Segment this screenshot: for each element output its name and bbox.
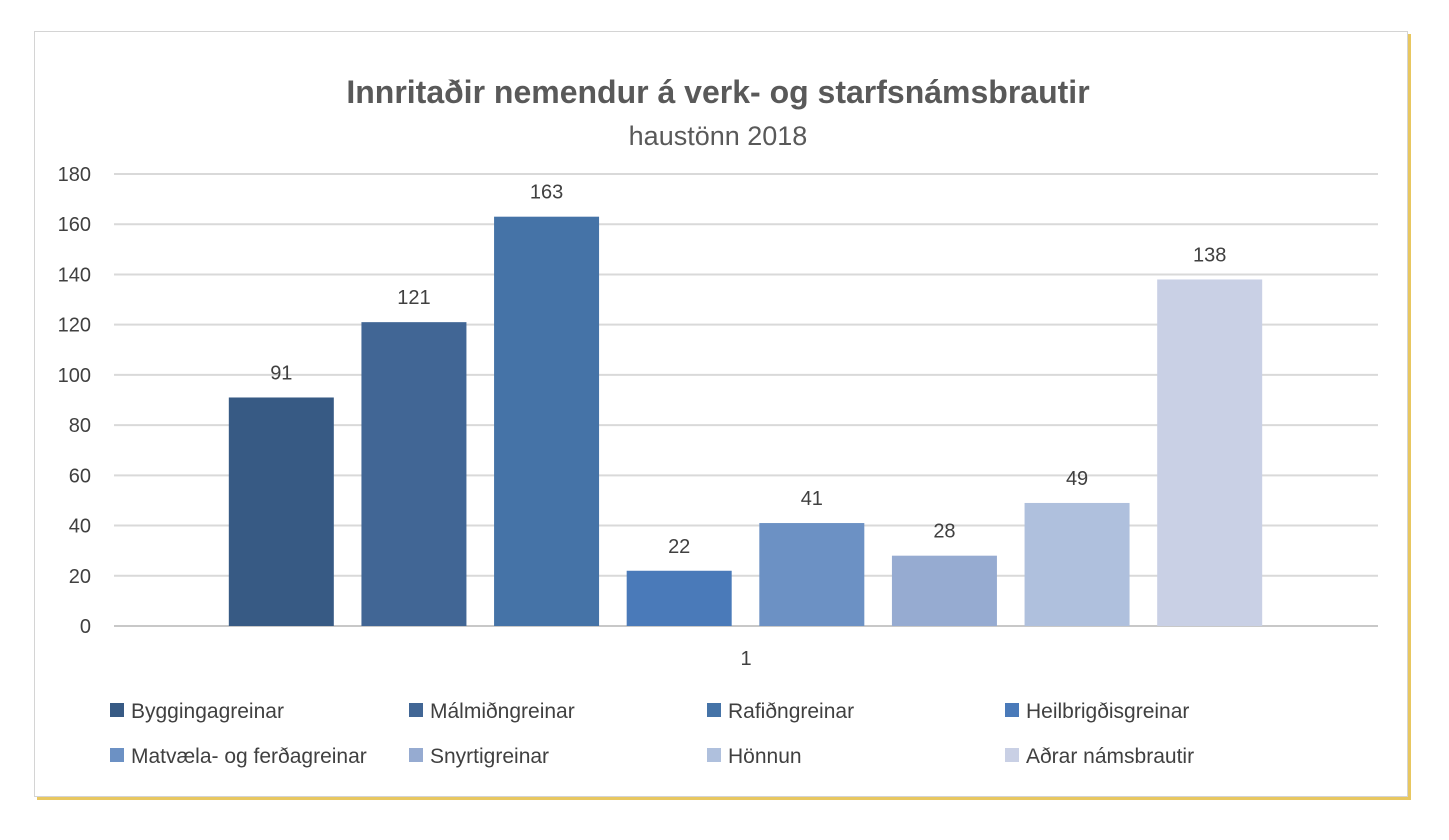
y-axis: 0 20 40 60 80 100 120 140 160 180 [58,164,91,638]
legend-item: Rafiðngreinar [707,700,854,723]
bar-6 [891,555,997,626]
y-tick-label: 40 [69,516,91,538]
bars [228,216,1263,626]
legend-swatch [1005,703,1019,717]
legend-item: Aðrar námsbrautir [1005,745,1194,768]
x-tick-label: 1 [740,648,751,670]
y-tick-label: 60 [69,465,91,487]
legend-item: Snyrtigreinar [409,745,549,768]
legend-swatch [707,748,721,762]
legend-label: Hönnun [728,745,802,768]
legend-item: Hönnun [707,745,802,768]
chart-subtitle: haustönn 2018 [629,121,808,151]
bar-7 [1024,502,1130,626]
y-tick-label: 100 [58,365,91,387]
data-label: 28 [933,521,955,543]
legend-label: Snyrtigreinar [430,745,549,768]
legend-swatch [1005,748,1019,762]
y-tick-label: 160 [58,214,91,236]
legend-swatch [110,748,124,762]
data-label: 41 [801,488,823,510]
legend-label: Málmiðngreinar [430,700,575,723]
y-tick-label: 20 [69,566,91,588]
data-label: 49 [1066,468,1088,490]
data-label: 121 [397,287,430,309]
y-tick-label: 80 [69,415,91,437]
data-label: 138 [1193,244,1226,266]
y-tick-label: 0 [80,616,91,638]
bar-2 [361,322,467,626]
legend-label: Matvæla- og ferðagreinar [131,745,367,768]
legend-label: Aðrar námsbrautir [1026,745,1194,768]
legend-swatch [409,748,423,762]
legend: Byggingagreinar Málmiðngreinar Rafiðngrein… [110,700,1194,768]
x-axis: 1 [740,648,751,670]
legend-swatch [707,703,721,717]
bar-5 [759,523,865,626]
legend-swatch [110,703,124,717]
legend-item: Málmiðngreinar [409,700,575,723]
chart-title: Innritaðir nemendur á verk- og starfsnám… [346,74,1089,110]
data-label: 163 [530,182,563,204]
y-tick-label: 140 [58,264,91,286]
legend-swatch [409,703,423,717]
y-tick-label: 180 [58,164,91,186]
data-labels: 91 121 163 22 41 28 49 138 [270,182,1226,558]
legend-item: Matvæla- og ferðagreinar [110,745,367,768]
data-label: 22 [668,536,690,558]
data-label: 91 [270,362,292,384]
legend-label: Byggingagreinar [131,700,284,723]
legend-item: Byggingagreinar [110,700,284,723]
legend-label: Rafiðngreinar [728,700,854,723]
legend-label: Heilbrigðisgreinar [1026,700,1189,723]
y-tick-label: 120 [58,315,91,337]
legend-item: Heilbrigðisgreinar [1005,700,1189,723]
bar-4 [626,570,732,626]
bar-1 [228,397,334,626]
bar-3 [494,216,600,626]
bar-8 [1157,279,1263,626]
